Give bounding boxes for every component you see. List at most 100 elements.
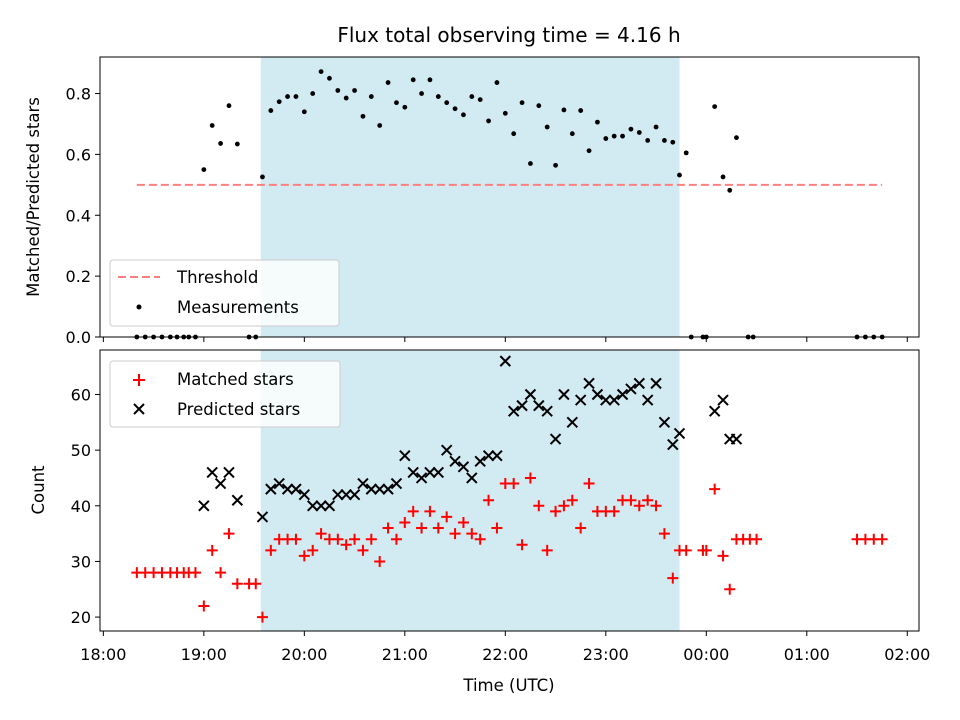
measurement-point (469, 94, 475, 99)
matched-star-point (700, 544, 712, 556)
predicted-star-point (348, 488, 361, 501)
top-y-tick-label: 0.8 (66, 85, 91, 104)
predicted-star-point (390, 477, 403, 490)
matched-star-point (365, 533, 377, 545)
matched-star-point (667, 572, 679, 584)
matched-star-point (307, 544, 319, 556)
matched-star-point (524, 472, 536, 484)
x-tick-label: 21:00 (382, 645, 428, 664)
predicted-star-point (415, 472, 428, 484)
measurement-point (620, 133, 625, 139)
measurement-point (452, 106, 458, 112)
matched-star-point (256, 611, 268, 623)
predicted-star-point (298, 488, 311, 501)
measurement-point (352, 88, 357, 93)
legend-measurements-label: Measurements (177, 298, 299, 317)
matched-star-point (566, 494, 578, 506)
predicted-star-point (616, 388, 629, 401)
measurement-point (419, 91, 424, 96)
measurement-point (586, 148, 592, 154)
predicted-star-point (382, 483, 394, 495)
predicted-star-point (206, 466, 218, 479)
measurement-point (461, 112, 466, 118)
predicted-star-point (223, 466, 235, 479)
predicted-star-point (457, 461, 470, 473)
predicted-star-point (306, 500, 319, 512)
measurement-point (502, 110, 508, 116)
measurement-point (268, 108, 274, 113)
measurement-point (569, 131, 575, 137)
x-tick-label: 19:00 (181, 645, 227, 664)
legend-threshold-label: Threshold (176, 268, 258, 287)
measurement-point (377, 123, 383, 128)
predicted-star-point (667, 438, 679, 451)
measurement-point (226, 103, 232, 109)
measurement-point (645, 137, 651, 143)
predicted-star-point (650, 377, 662, 390)
measurement-point (343, 95, 349, 101)
predicted-star-point (373, 483, 386, 495)
x-tick-label: 20:00 (281, 645, 327, 664)
predicted-star-point (673, 427, 686, 440)
predicted-star-point (474, 455, 486, 467)
x-tick-label: 02:00 (884, 645, 930, 664)
measurement-point (201, 167, 207, 173)
matched-star-point (508, 478, 520, 490)
predicted-star-point (198, 500, 210, 512)
matched-star-point (541, 544, 553, 556)
measurement-point (410, 77, 416, 83)
predicted-star-point (558, 388, 570, 401)
measurement-point (519, 100, 525, 106)
matched-star-point (474, 533, 486, 545)
measurement-point (677, 172, 682, 178)
top-y-axis-label: Matched/Predicted stars (24, 97, 43, 297)
predicted-star-point (591, 388, 604, 401)
top-legend: Threshold Measurements (109, 259, 340, 327)
predicted-star-point (625, 383, 637, 395)
predicted-star-point (256, 511, 269, 523)
predicted-star-point (482, 450, 495, 462)
matched-star-point (516, 539, 528, 551)
matched-star-point (374, 555, 386, 567)
bottom-y-tick-label: 60 (71, 386, 91, 405)
predicted-star-point (600, 394, 612, 406)
predicted-star-point (658, 416, 671, 429)
predicted-star-point (424, 466, 436, 479)
matched-star-point (642, 494, 654, 506)
predicted-star-point (265, 483, 277, 495)
bottom-y-tick-label: 40 (71, 497, 91, 516)
predicted-star-point (449, 455, 461, 467)
matched-star-point (399, 516, 411, 528)
measurement-point (327, 75, 332, 81)
predicted-star-point (541, 405, 553, 417)
measurement-point (385, 80, 391, 85)
predicted-star-point (273, 477, 285, 490)
matched-star-point (550, 505, 562, 517)
predicted-star-point (608, 394, 620, 406)
predicted-star-point (507, 405, 520, 417)
matched-star-point (483, 494, 495, 506)
chart-title: Flux total observing time = 4.16 h (337, 23, 680, 47)
measurement-point (301, 109, 307, 115)
legend-matched-swatch (133, 374, 145, 386)
bottom-axes-frame (99, 349, 920, 632)
predicted-star-point (332, 488, 344, 501)
measurement-point (209, 123, 215, 128)
measurement-point (553, 162, 558, 168)
matched-star-point (206, 544, 218, 556)
matched-star-point (407, 505, 419, 517)
measurement-point (285, 94, 290, 99)
predicted-star-point (524, 388, 537, 401)
matched-star-point (449, 528, 461, 540)
measurement-point (293, 94, 299, 99)
predicted-star-point (533, 399, 545, 412)
measurement-point (310, 91, 316, 96)
top-y-tick-label: 0.0 (66, 328, 91, 347)
measurement-point (727, 187, 733, 193)
predicted-star-point (549, 433, 562, 445)
measurement-point (260, 174, 265, 180)
x-tick-label: 00:00 (683, 645, 729, 664)
matched-star-point (558, 500, 570, 512)
predicted-star-point (281, 483, 294, 495)
